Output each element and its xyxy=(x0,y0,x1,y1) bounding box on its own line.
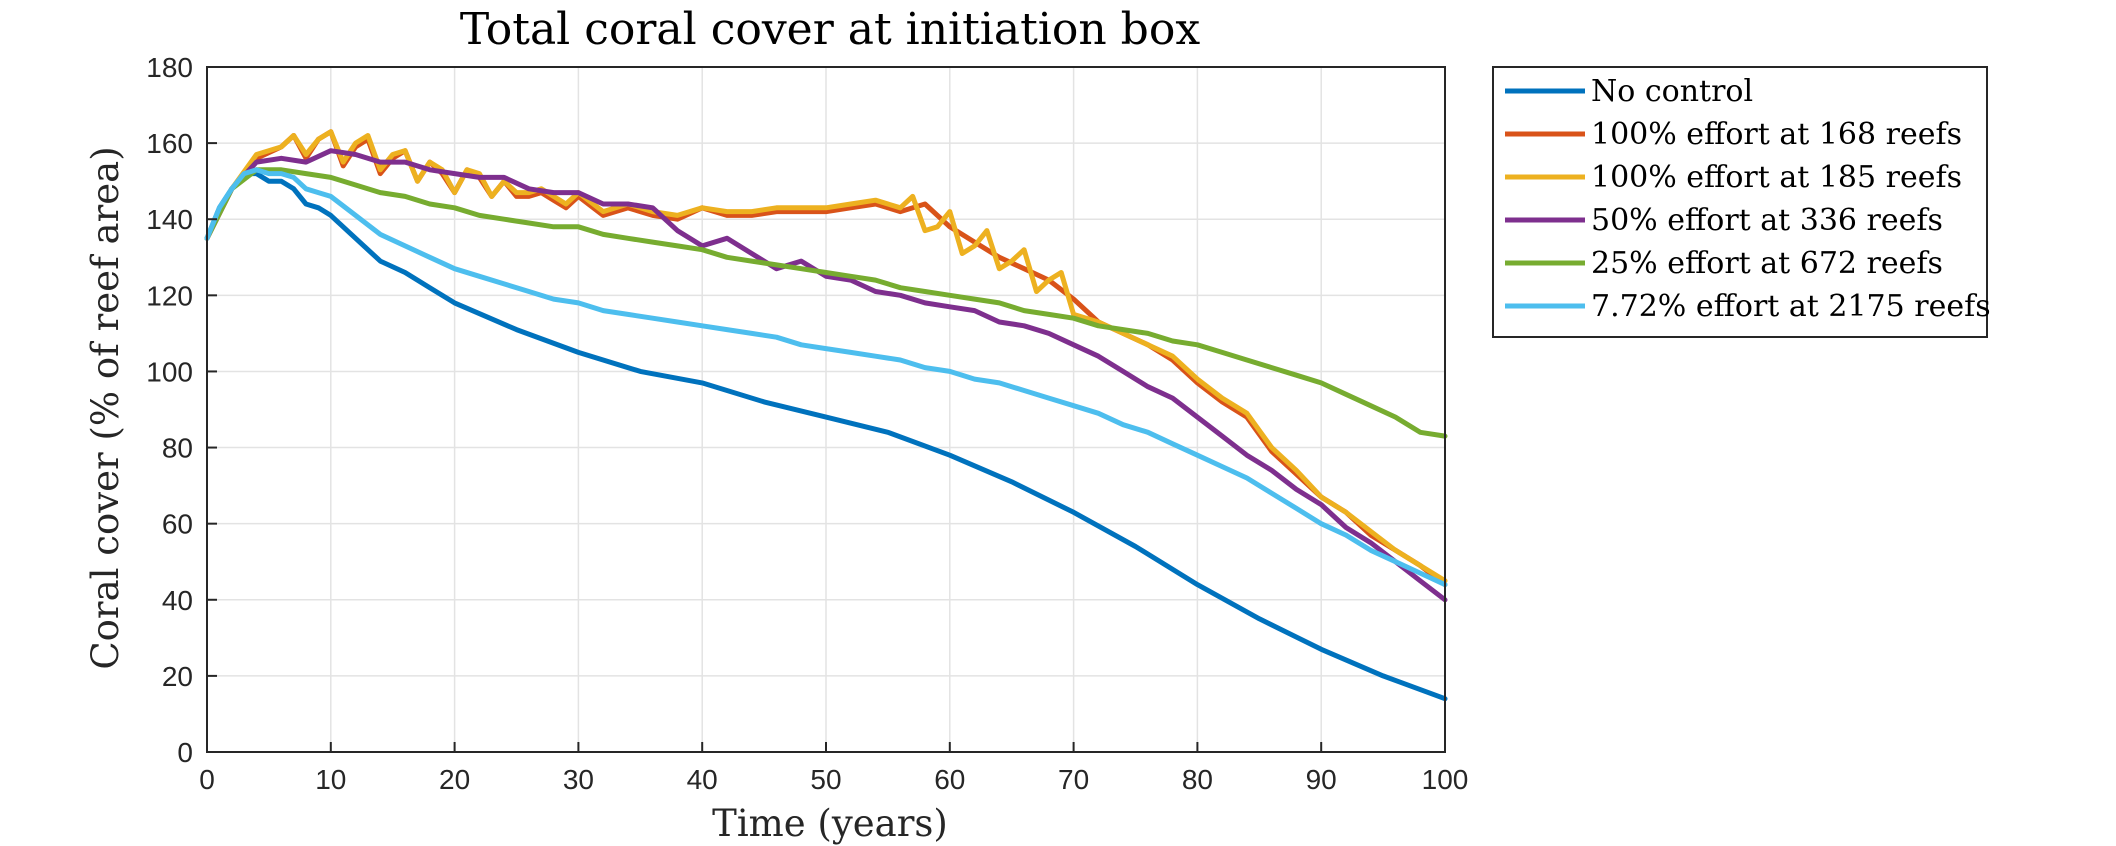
series-line-6 xyxy=(204,167,1448,588)
y-tick-label: 0 xyxy=(177,737,193,768)
series-line-1 xyxy=(204,171,1448,702)
y-tick-label: 60 xyxy=(162,509,193,540)
x-tick-label: 70 xyxy=(1058,764,1089,795)
x-tick-label: 20 xyxy=(439,764,470,795)
x-tick-label: 60 xyxy=(934,764,965,795)
y-tick-label: 20 xyxy=(162,661,193,692)
legend: No control 100% effort at 168 reefs 100% e… xyxy=(1492,66,1991,338)
x-tick-label: 90 xyxy=(1306,764,1337,795)
legend-entry-4: 50% effort at 336 reefs xyxy=(1591,203,1943,238)
y-axis-ticks: 0 20 40 60 80 100 120 140 160 180 xyxy=(146,52,217,768)
y-tick-label: 100 xyxy=(146,356,193,387)
x-tick-label: 100 xyxy=(1422,764,1469,795)
legend-entry-6: 7.72% effort at 2175 reefs xyxy=(1591,289,1991,324)
y-tick-label: 160 xyxy=(146,128,193,159)
x-tick-label: 50 xyxy=(810,764,841,795)
legend-entry-2: 100% effort at 168 reefs xyxy=(1591,117,1962,152)
x-axis-label: Time (years) xyxy=(712,802,948,845)
y-tick-label: 80 xyxy=(162,433,193,464)
series-layer xyxy=(204,129,1448,702)
chart-title: Total coral cover at initiation box xyxy=(460,4,1200,55)
x-tick-label: 10 xyxy=(315,764,346,795)
y-tick-label: 140 xyxy=(146,204,193,235)
x-tick-label: 30 xyxy=(563,764,594,795)
legend-entry-5: 25% effort at 672 reefs xyxy=(1591,246,1943,281)
y-tick-label: 180 xyxy=(146,52,193,83)
y-tick-label: 40 xyxy=(162,585,193,616)
x-tick-label: 40 xyxy=(687,764,718,795)
legend-box xyxy=(1492,66,1988,338)
x-tick-label: 80 xyxy=(1182,764,1213,795)
series-line-4 xyxy=(204,148,1448,603)
legend-entry-1: No control xyxy=(1591,74,1753,109)
x-axis-ticks: 0 10 20 30 40 50 60 70 80 90 100 xyxy=(199,742,1468,795)
legend-entry-3: 100% effort at 185 reefs xyxy=(1591,160,1962,195)
y-tick-label: 120 xyxy=(146,280,193,311)
grid-lines xyxy=(207,67,1445,752)
series-line-5 xyxy=(204,167,1448,439)
y-axis-label: Coral cover (% of reef area) xyxy=(84,146,127,669)
x-tick-label: 0 xyxy=(199,764,215,795)
